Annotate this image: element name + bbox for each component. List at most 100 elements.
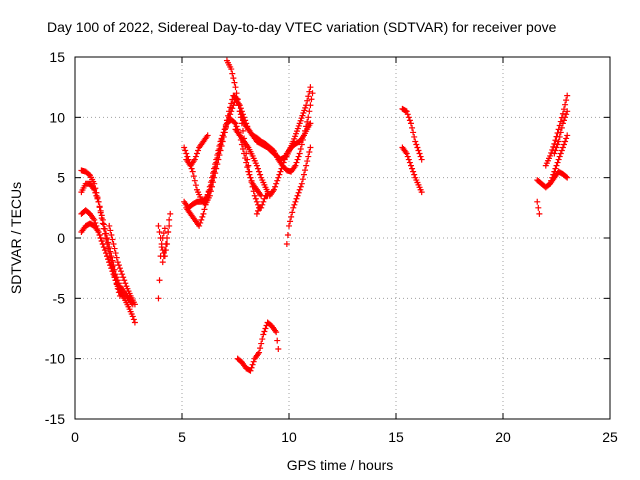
series-s5	[106, 222, 138, 308]
data-point	[167, 210, 174, 217]
data-point	[211, 165, 218, 172]
data-point	[258, 340, 265, 347]
y-tick-label: 0	[57, 230, 65, 246]
data-point	[562, 101, 569, 108]
data-point	[405, 156, 412, 163]
data-point	[409, 124, 416, 131]
data-point	[291, 201, 298, 208]
data-point	[259, 201, 266, 208]
data-point	[103, 235, 110, 242]
data-point	[287, 218, 294, 225]
data-point	[221, 126, 228, 133]
data-point	[229, 96, 236, 103]
data-point	[114, 259, 121, 266]
data-point	[110, 271, 117, 278]
data-point	[534, 198, 541, 205]
data-point	[131, 301, 138, 308]
data-point	[284, 231, 291, 238]
data-point	[164, 235, 171, 241]
data-point	[305, 153, 312, 160]
data-point	[307, 84, 314, 91]
data-point	[553, 144, 560, 151]
data-point	[196, 222, 203, 229]
data-point	[402, 107, 409, 114]
data-point	[294, 156, 301, 163]
data-point	[307, 144, 314, 151]
data-point	[551, 150, 558, 157]
data-point	[118, 268, 125, 275]
data-point	[407, 120, 414, 127]
data-point	[283, 241, 290, 248]
data-point	[95, 198, 102, 205]
data-point	[535, 204, 542, 211]
data-point	[113, 254, 120, 261]
data-point	[414, 144, 421, 151]
data-point	[547, 152, 554, 159]
y-tick-label: 10	[49, 109, 65, 125]
data-point	[202, 201, 209, 208]
data-point	[564, 174, 571, 181]
data-point	[239, 117, 246, 124]
data-point	[555, 126, 562, 133]
data-point	[551, 168, 558, 175]
data-point	[553, 162, 560, 169]
data-point	[273, 329, 280, 336]
data-point	[243, 150, 250, 157]
data-point	[254, 165, 261, 172]
data-points	[78, 57, 571, 374]
data-point	[233, 90, 240, 97]
data-point	[257, 171, 264, 178]
data-point	[198, 216, 205, 223]
data-point	[223, 117, 230, 124]
series-s16	[283, 144, 314, 248]
data-point	[417, 153, 424, 160]
data-point	[109, 257, 116, 264]
data-point	[261, 328, 268, 335]
y-tick-label: -15	[45, 411, 65, 427]
data-point	[106, 244, 113, 251]
data-point	[278, 165, 285, 172]
data-point	[253, 210, 260, 217]
data-point	[559, 120, 566, 127]
data-point	[264, 192, 271, 199]
data-point	[98, 212, 105, 219]
data-point	[547, 180, 554, 187]
data-point	[239, 127, 246, 134]
data-point	[305, 114, 312, 121]
data-point	[309, 90, 316, 97]
data-point	[226, 108, 233, 115]
data-point	[233, 95, 240, 102]
data-point	[275, 346, 282, 353]
data-point	[404, 111, 411, 118]
data-point	[122, 280, 129, 287]
data-point	[260, 198, 267, 205]
data-point	[104, 253, 111, 260]
data-point	[562, 138, 569, 145]
data-point	[229, 70, 236, 77]
x-tick-label: 5	[178, 429, 186, 445]
data-point	[290, 204, 297, 211]
x-axis-label: GPS time / hours	[287, 457, 394, 473]
data-point	[562, 114, 569, 121]
data-point	[297, 146, 304, 153]
data-point	[298, 141, 305, 148]
data-point	[256, 349, 263, 356]
data-point	[410, 168, 417, 175]
data-point	[304, 158, 311, 165]
data-point	[564, 108, 571, 115]
data-point	[92, 189, 99, 196]
grid	[75, 57, 610, 419]
data-point	[247, 367, 254, 374]
data-point	[279, 162, 286, 169]
data-point	[99, 241, 106, 248]
y-tick-label: -10	[45, 351, 65, 367]
data-point	[166, 222, 173, 229]
data-point	[121, 277, 128, 284]
data-point	[109, 236, 116, 243]
data-point	[249, 361, 256, 368]
data-point	[96, 203, 103, 210]
series-s8	[159, 210, 174, 266]
data-point	[195, 147, 202, 154]
data-point	[104, 235, 111, 241]
series-s19	[399, 144, 425, 196]
